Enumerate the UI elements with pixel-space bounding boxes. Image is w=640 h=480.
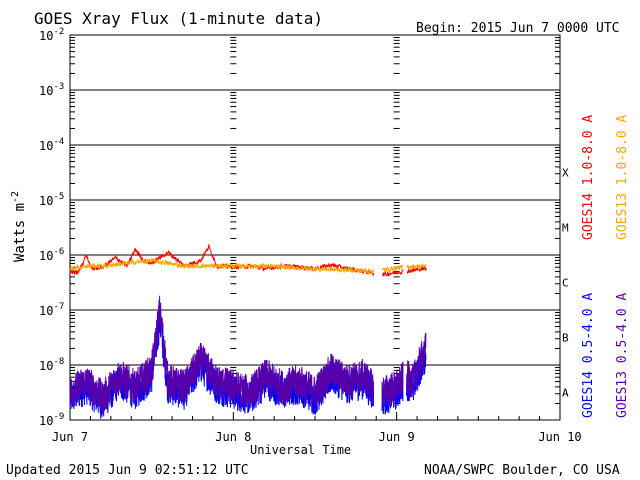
y-tick-base: 10 — [39, 29, 53, 43]
x-tick-label: Jun 10 — [538, 430, 581, 444]
y-tick-label: 10-2 — [39, 27, 64, 43]
y-tick-exponent: -6 — [53, 247, 64, 257]
y-tick-base: 10 — [39, 139, 53, 153]
y-axis-title-exponent: -2 — [10, 191, 21, 203]
y-tick-exponent: -8 — [53, 357, 64, 367]
x-tick-label: Jun 7 — [52, 430, 88, 444]
y-axis-title-text: Watts m — [12, 203, 28, 262]
chart-title: GOES Xray Flux (1-minute data) — [34, 9, 323, 28]
y-tick-base: 10 — [39, 194, 53, 208]
y-tick-base: 10 — [39, 359, 53, 373]
y-tick-labels: 10-210-310-410-510-610-710-810-9 — [39, 27, 64, 428]
updated-text: Updated 2015 Jun 9 02:51:12 UTC — [6, 463, 249, 478]
legend-entry-0: GOES14 1.0-8.0 A — [581, 115, 596, 240]
y-tick-exponent: -3 — [53, 82, 64, 92]
y-tick-base: 10 — [39, 84, 53, 98]
y-tick-exponent: -7 — [53, 302, 64, 312]
y-tick-base: 10 — [39, 304, 53, 318]
legend-entry-2: GOES14 0.5-4.0 A — [581, 293, 596, 418]
y-tick-label: 10-4 — [39, 137, 64, 153]
y-axis-title: Watts m-2 — [10, 191, 28, 262]
legend-entry-3: GOES13 0.5-4.0 A — [615, 293, 630, 418]
x-ticks: Jun 7 Jun 8 Jun 9 Jun 10 — [52, 412, 582, 444]
legend: GOES14 1.0-8.0 A GOES13 1.0-8.0 A GOES14 0… — [581, 115, 630, 418]
y-tick-label: 10-3 — [39, 82, 64, 98]
flare-class-M: M — [562, 222, 569, 235]
y-tick-exponent: -2 — [53, 27, 64, 37]
y-tick-label: 10-9 — [39, 412, 64, 428]
legend-entry-1: GOES13 1.0-8.0 A — [615, 115, 630, 240]
series-line-1 — [69, 257, 427, 276]
y-tick-base: 10 — [39, 249, 53, 263]
flare-class-labels: X M C B A — [562, 167, 569, 400]
y-tick-label: 10-6 — [39, 247, 64, 263]
x-tick-label: Jun 9 — [379, 430, 415, 444]
y-tick-label: 10-7 — [39, 302, 64, 318]
series-lines — [69, 243, 427, 419]
series-line-3 — [69, 295, 427, 415]
y-tick-exponent: -4 — [53, 137, 64, 147]
y-tick-label: 10-8 — [39, 357, 64, 373]
flare-class-A: A — [562, 387, 569, 400]
y-tick-exponent: -5 — [53, 192, 64, 202]
flare-class-B: B — [562, 332, 569, 345]
y-tick-label: 10-5 — [39, 192, 64, 208]
flare-class-C: C — [562, 277, 569, 290]
x-axis-title: Universal Time — [250, 443, 351, 457]
y-tick-base: 10 — [39, 414, 53, 428]
begin-label: Begin: 2015 Jun 7 0000 UTC — [416, 21, 620, 36]
x-tick-label: Jun 8 — [215, 430, 251, 444]
credit-text: NOAA/SWPC Boulder, CO USA — [424, 463, 620, 478]
flare-class-X: X — [562, 167, 569, 180]
y-tick-exponent: -9 — [53, 412, 64, 422]
